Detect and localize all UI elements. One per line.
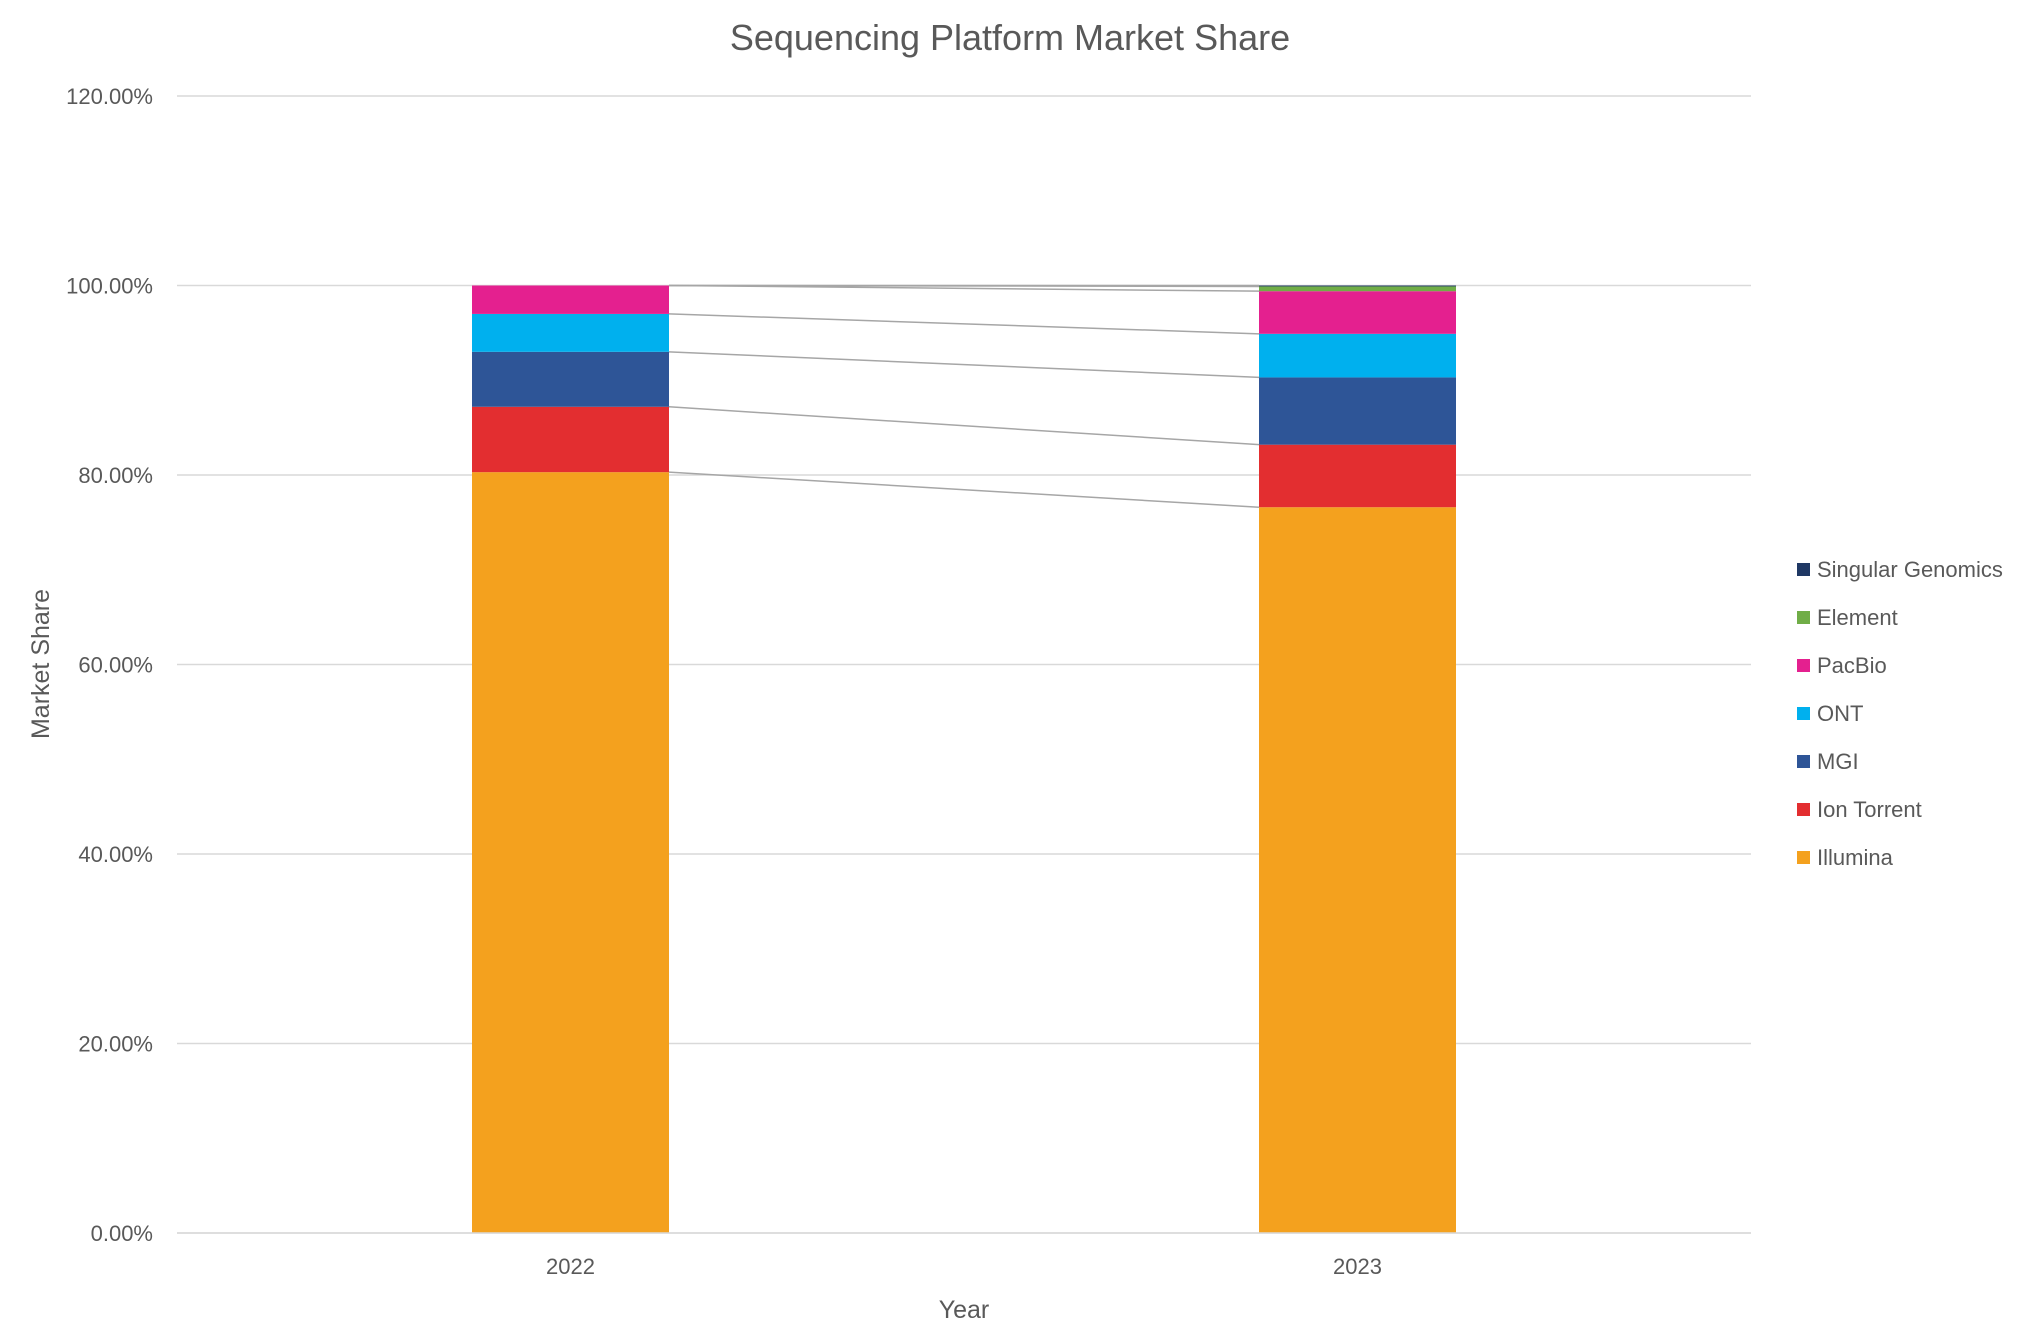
legend-swatch <box>1797 851 1810 864</box>
legend-swatch <box>1797 803 1810 816</box>
x-axis-title: Year <box>939 1296 990 1324</box>
y-tick-label: 40.00% <box>78 842 153 867</box>
legend-label: Singular Genomics <box>1817 557 2003 582</box>
series-lines <box>668 284 1260 508</box>
bar-segment <box>1259 285 1456 287</box>
series-line <box>668 284 1260 292</box>
legend-label: PacBio <box>1817 653 1887 678</box>
bar-segment <box>1259 377 1456 445</box>
y-tick-label: 60.00% <box>78 653 153 678</box>
series-line <box>668 313 1260 335</box>
legend-label: Illumina <box>1817 845 1894 870</box>
y-tick-label: 100.00% <box>66 274 153 299</box>
legend-label: Ion Torrent <box>1817 797 1922 822</box>
legend-swatch <box>1797 659 1810 672</box>
bar-segment <box>1259 286 1456 292</box>
legend-swatch <box>1797 563 1810 576</box>
chart-title: Sequencing Platform Market Share <box>730 17 1290 58</box>
bars <box>472 285 1456 1234</box>
y-tick-label: 20.00% <box>78 1032 153 1057</box>
legend-swatch <box>1797 707 1810 720</box>
bar-segment <box>472 285 669 314</box>
series-line <box>668 471 1260 508</box>
series-line <box>668 351 1260 379</box>
legend: Singular Genomics Element PacBio ONT MGI Ion … <box>1797 557 2003 870</box>
series-line <box>668 406 1260 446</box>
bar-segment <box>472 406 669 473</box>
y-tick-label: 120.00% <box>66 84 153 109</box>
legend-swatch <box>1797 755 1810 768</box>
bar-segment <box>472 472 669 1234</box>
legend-label: Element <box>1817 605 1898 630</box>
bar-segment <box>1259 333 1456 378</box>
axes: 0.00% 20.00% 40.00% 60.00% 80.00% 100.00% 120.… <box>66 84 1751 1279</box>
x-tick-label: 2023 <box>1333 1254 1382 1279</box>
bar-segment <box>472 313 669 352</box>
x-tick-label: 2022 <box>546 1254 595 1279</box>
legend-label: MGI <box>1817 749 1859 774</box>
bar-segment <box>1259 291 1456 334</box>
y-tick-label: 80.00% <box>78 463 153 488</box>
bar-segment <box>1259 507 1456 1234</box>
bar-segment <box>472 351 669 407</box>
y-axis-title: Market Share <box>27 589 55 739</box>
bar-segment <box>1259 444 1456 508</box>
legend-label: ONT <box>1817 701 1863 726</box>
y-tick-label: 0.00% <box>91 1221 153 1246</box>
legend-swatch <box>1797 611 1810 624</box>
